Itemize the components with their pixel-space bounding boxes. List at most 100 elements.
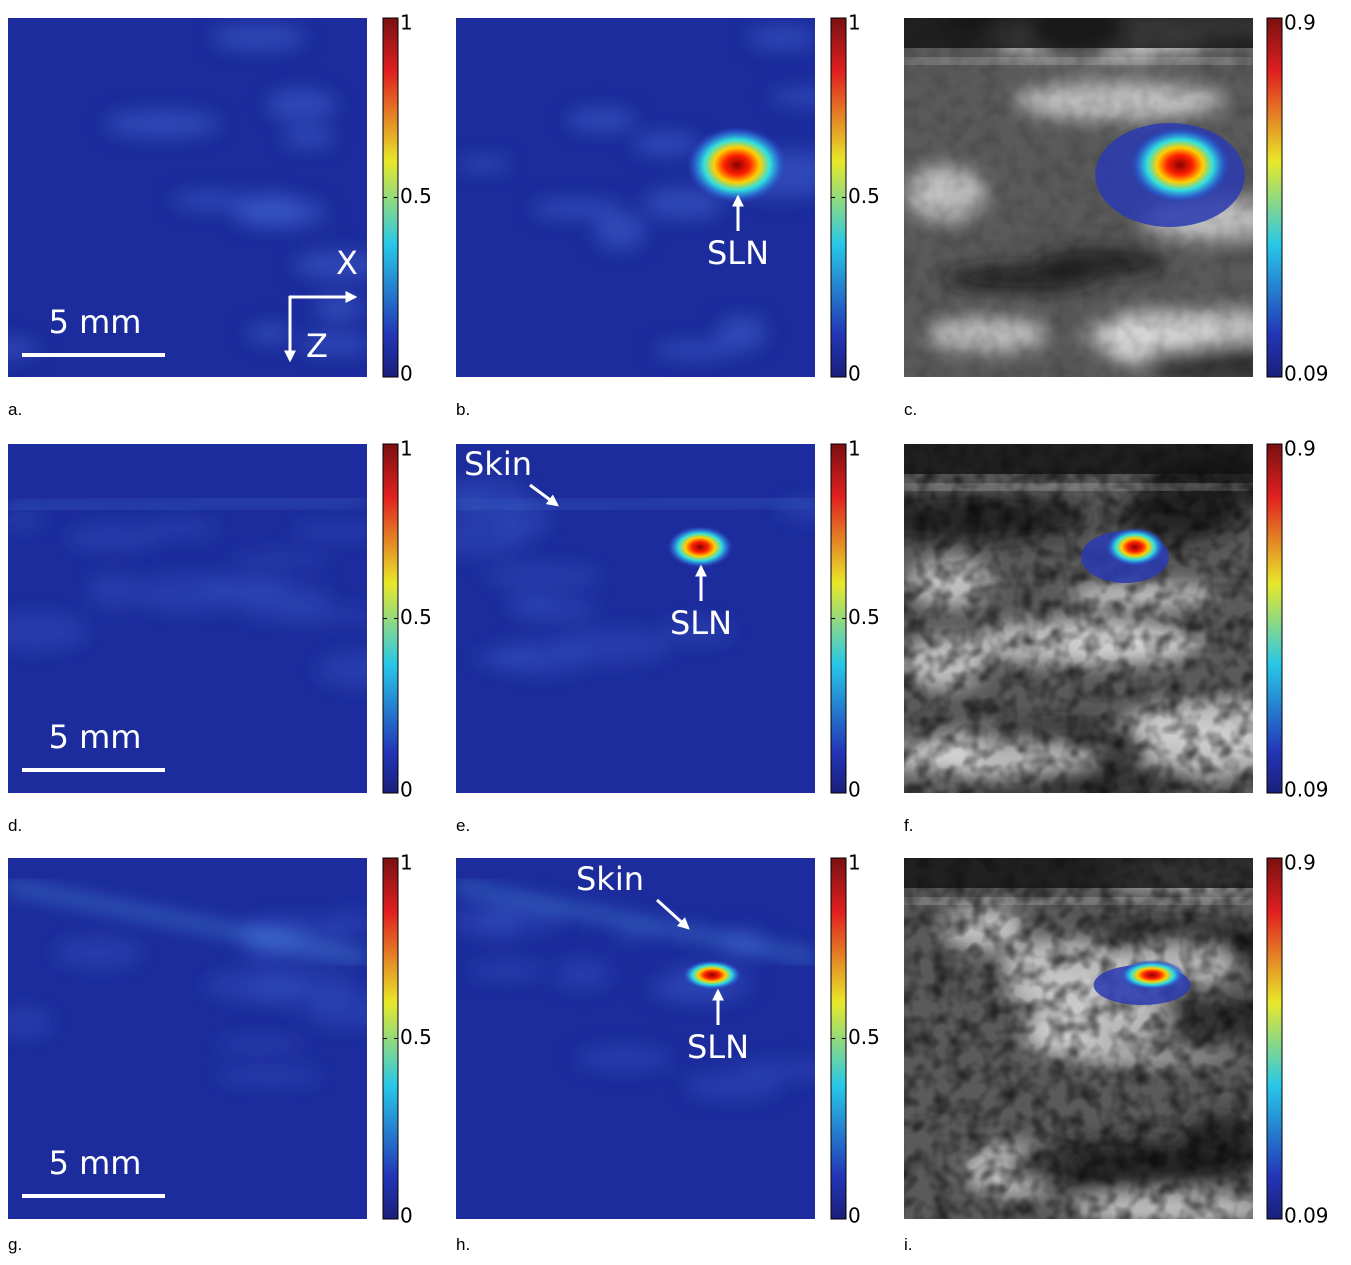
hot-spot [682,960,742,990]
pa-blob [567,108,636,132]
top-dark [904,858,1253,888]
pa-blob [458,157,510,171]
panel-label: h. [456,1235,470,1254]
pa-blob [230,553,330,566]
colorbar-tick-label: 0 [848,1204,861,1228]
colorbar [1267,858,1282,1219]
colorbar-tick-label: 0 [400,778,413,802]
target-label: SLN [670,604,732,642]
colorbar-tick-label: 0.5 [400,184,432,208]
hot-spot [686,126,788,204]
hot-spot [667,526,733,568]
image [456,18,859,377]
colorbar-tick-label: 1 [848,851,861,875]
panel: 00.51a.5 mmXZ [0,11,432,420]
pa-blob [247,323,292,343]
colorbar-tick-label: 0.5 [848,1025,880,1049]
pa-blob [53,938,143,968]
pa-blob [611,927,656,941]
pa-blob [512,596,596,621]
pa-blob [484,564,604,588]
pa-blob [266,89,336,121]
panel: 0.09 0.9 c. [904,1,1351,419]
colorbar-tick-label: 0 [400,1204,413,1228]
colorbar-tick-label: 0.09 [1284,778,1329,802]
colorbar-tick-label: 0 [848,778,861,802]
skin-label: Skin [576,860,644,898]
colorbar-tick-label: 1 [400,11,413,35]
colorbar-tick-label: 0.5 [848,605,880,629]
pa-blob [172,192,246,209]
colorbar-tick-label: 0.5 [848,184,880,208]
pa-blob [328,913,374,932]
panel: 0 0.5 1 e. SLN Skin [421,437,880,836]
image [904,1,1351,379]
panel: 0 0.5 1 h. SLN Skin [452,851,880,1255]
pa-blob [233,583,331,620]
target-label: SLN [687,1028,749,1066]
pa-blob [232,198,327,228]
panel-label: a. [8,400,22,419]
image [904,858,1317,1224]
panel: 0.09 0.9 i. [904,851,1329,1255]
colorbar-tick-label: 0.9 [1284,11,1316,35]
scale-bar-label: 5 mm [49,1144,142,1182]
panel: 0.09 0.9 f. [839,437,1328,836]
panel: 00.51b.SLN [456,11,880,420]
colorbar [1267,18,1282,377]
pa-blob [282,127,334,147]
panel-label: i. [904,1235,913,1254]
pa-blob [426,517,531,556]
colorbar-tick-label: 0.5 [400,1025,432,1049]
pa-blob [554,628,671,662]
axis-z-label: Z [306,327,328,365]
scale-bar-label: 5 mm [49,303,142,341]
pa-blob [87,575,143,607]
colorbar-tick-label: 0.09 [1284,362,1329,386]
colorbar-tick-label: 1 [848,437,861,461]
pa-blob [292,523,384,539]
pa-blob [468,961,546,979]
pa-blob [748,27,817,49]
top-dark [904,18,1253,48]
speckle [904,444,1253,793]
pa-blob [216,1037,304,1052]
axis-x-label: X [336,244,358,282]
pa-blob [314,295,364,321]
pa-blob [66,525,159,549]
pa-blob [249,972,358,1006]
pa-blob [575,1045,673,1071]
pa-blob [215,1067,324,1084]
pa-blob [717,316,766,351]
colorbar-tick-label: 0.5 [400,605,432,629]
pa-blob [555,959,611,989]
colorbar-tick-label: 1 [848,11,861,35]
panel-label: c. [904,400,917,419]
pa-blob [421,490,494,505]
colorbar-tick-label: 0 [848,362,861,386]
panel-label: e. [456,816,470,835]
image [839,444,1321,795]
hot-spot [1129,126,1231,204]
pa-blob [0,513,44,528]
pa-blob [481,904,521,939]
scale-bar-label: 5 mm [49,718,142,756]
colorbar-tick-label: 0.9 [1284,437,1316,461]
pa-blob [211,25,306,50]
panel-label: g. [8,1235,22,1254]
image [421,444,849,793]
colorbar-tick-label: 0.9 [1284,851,1316,875]
pa-blob [104,110,219,138]
speckle [904,858,1253,1219]
panel-label: f. [904,816,913,835]
pa-blob [684,1071,781,1100]
pa-blob [595,212,646,250]
colorbar-tick-label: 0.09 [1284,1204,1329,1228]
skin-label: Skin [464,445,532,483]
hot-spot [1105,528,1165,567]
colorbar [1267,444,1282,793]
figure: 00.51a.5 mmXZ00.51b.SLN0.090.9c.00.51d.5… [0,0,1351,1265]
panel-label: b. [456,400,470,419]
top-dark [904,444,1253,474]
colorbar-tick-label: 1 [400,851,413,875]
